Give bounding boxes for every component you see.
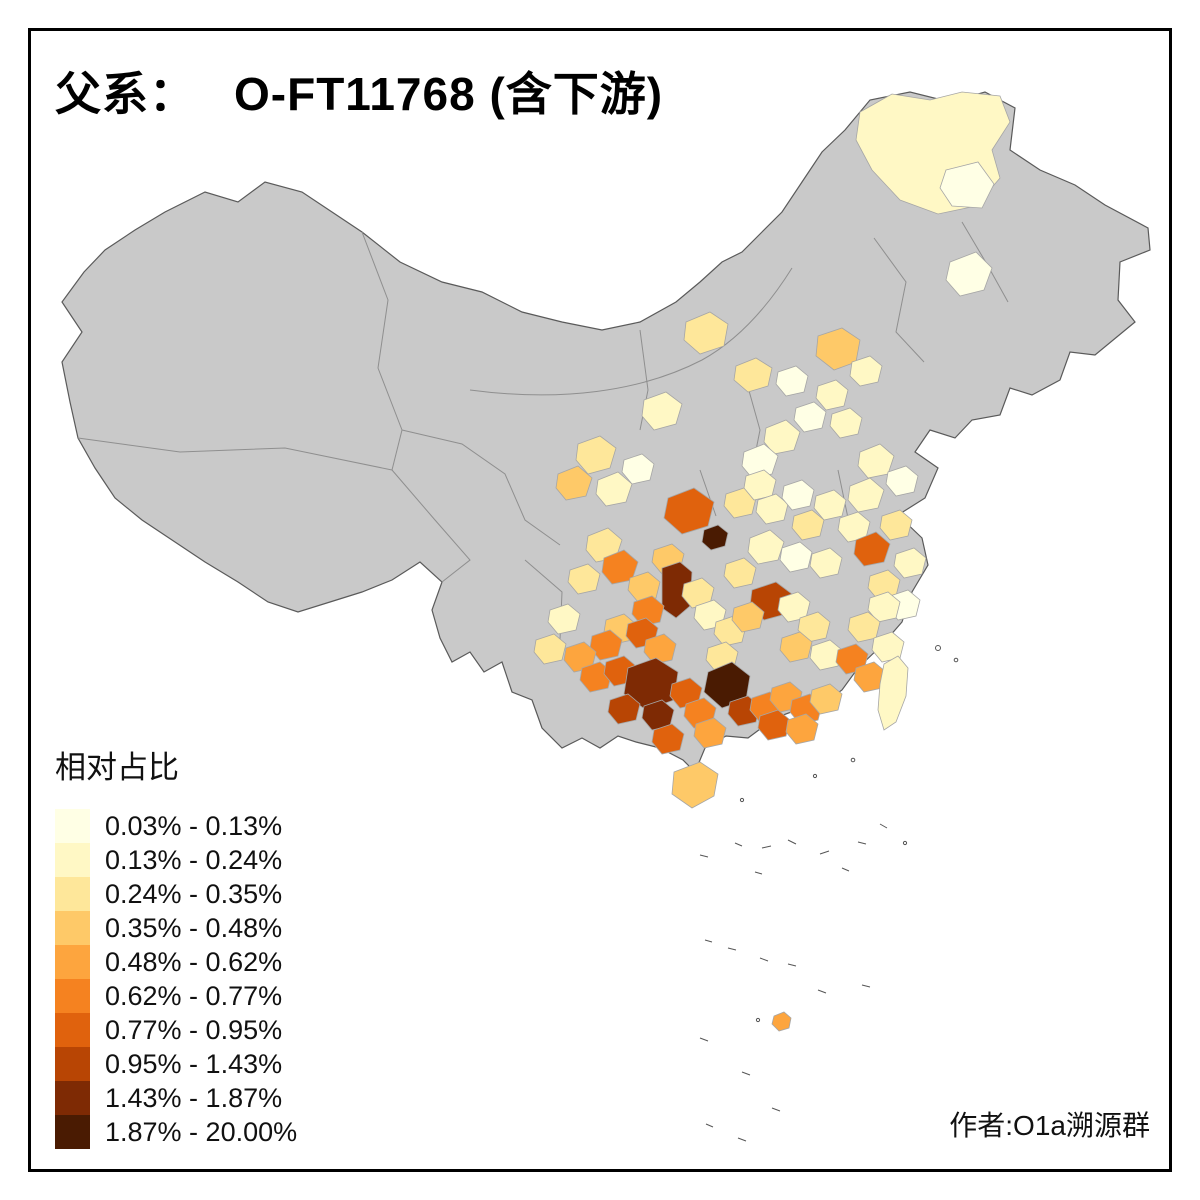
legend-label: 0.03% - 0.13%	[105, 810, 283, 841]
map-region	[847, 477, 885, 513]
map-region	[741, 443, 779, 479]
legend-label: 0.62% - 0.77%	[105, 980, 283, 1011]
map-region	[809, 547, 843, 579]
legend-items: 0.03% - 0.13% 0.13% - 0.24% 0.24% - 0.35% 0…	[55, 809, 297, 1149]
legend-swatch	[55, 1115, 90, 1149]
map-region	[641, 391, 683, 431]
legend-item: 0.62% - 0.77%	[55, 979, 297, 1013]
map-region	[755, 493, 789, 525]
legend-swatch	[55, 877, 90, 911]
legend-swatch	[55, 945, 90, 979]
map-region	[797, 611, 831, 643]
map-region	[701, 524, 729, 551]
legend-swatch	[55, 979, 90, 1013]
legend: 相对占比 0.03% - 0.13% 0.13% - 0.24% 0.24% - 0…	[55, 742, 297, 1149]
map-title: 父系： O-FT11768 (含下游)	[55, 58, 663, 124]
legend-item: 0.95% - 1.43%	[55, 1047, 297, 1081]
map-region	[779, 631, 813, 663]
map-region	[791, 509, 825, 541]
hainan-island	[671, 761, 719, 809]
map-region	[555, 465, 593, 501]
map-region	[575, 435, 617, 475]
legend-item: 0.77% - 0.95%	[55, 1013, 297, 1047]
map-region	[879, 509, 913, 541]
map-region	[829, 407, 863, 439]
map-region	[809, 683, 843, 715]
map-region	[781, 479, 815, 511]
map-region	[733, 357, 773, 393]
legend-item: 0.13% - 0.24%	[55, 843, 297, 877]
map-region	[547, 603, 581, 635]
legend-label: 0.13% - 0.24%	[105, 844, 283, 875]
legend-item: 0.03% - 0.13%	[55, 809, 297, 843]
map-region	[779, 541, 813, 573]
legend-label: 1.87% - 20.00%	[105, 1116, 298, 1147]
map-region	[867, 591, 901, 623]
map-region	[885, 465, 919, 497]
map-region	[643, 633, 677, 665]
map-region	[533, 633, 567, 665]
legend-swatch	[55, 1013, 90, 1047]
legend-label: 0.95% - 1.43%	[105, 1048, 283, 1079]
map-region	[793, 401, 827, 433]
map-region	[815, 379, 849, 411]
legend-swatch	[55, 809, 90, 843]
map-region	[763, 419, 801, 455]
map-region	[607, 693, 641, 725]
map-region	[723, 557, 757, 589]
map-region	[567, 563, 601, 595]
choropleth-regions	[533, 91, 1011, 1032]
legend-label: 1.43% - 1.87%	[105, 1082, 283, 1113]
title-haplogroup: O-FT11768 (含下游)	[234, 68, 664, 120]
legend-item: 0.48% - 0.62%	[55, 945, 297, 979]
legend-swatch	[55, 1081, 90, 1115]
author-credit: 作者:O1a溯源群	[949, 1110, 1150, 1141]
map-region	[579, 661, 613, 693]
legend-swatch	[55, 1047, 90, 1081]
map-region	[893, 547, 927, 579]
map-region	[849, 355, 883, 387]
map-region	[809, 639, 843, 671]
map-region	[853, 531, 891, 567]
map-region	[595, 471, 633, 507]
map-region	[651, 723, 685, 755]
legend-label: 0.77% - 0.95%	[105, 1014, 283, 1045]
map-region	[621, 453, 655, 485]
map-region	[683, 311, 729, 355]
map-region	[627, 571, 661, 603]
legend-item: 1.87% - 20.00%	[55, 1115, 297, 1149]
map-region	[785, 713, 819, 745]
island-marks	[699, 645, 959, 1142]
legend-title: 相对占比	[55, 750, 179, 785]
map-region	[945, 251, 993, 297]
small-island	[771, 1011, 792, 1032]
legend-item: 0.35% - 0.48%	[55, 911, 297, 945]
legend-swatch	[55, 911, 90, 945]
title-prefix: 父系：	[55, 68, 196, 120]
map-region	[757, 709, 791, 741]
taiwan-island	[877, 655, 909, 731]
legend-label: 0.24% - 0.35%	[105, 878, 283, 909]
legend-label: 0.48% - 0.62%	[105, 946, 283, 977]
map-region	[731, 601, 765, 633]
legend-label: 0.35% - 0.48%	[105, 912, 283, 943]
legend-item: 0.24% - 0.35%	[55, 877, 297, 911]
map-region	[663, 487, 715, 535]
map-region	[813, 489, 847, 521]
map-region	[747, 529, 785, 565]
legend-swatch	[55, 843, 90, 877]
map-region	[631, 595, 665, 627]
legend-item: 1.43% - 1.87%	[55, 1081, 297, 1115]
map-region	[775, 365, 809, 397]
map-region	[939, 161, 995, 209]
map-region	[693, 717, 727, 749]
